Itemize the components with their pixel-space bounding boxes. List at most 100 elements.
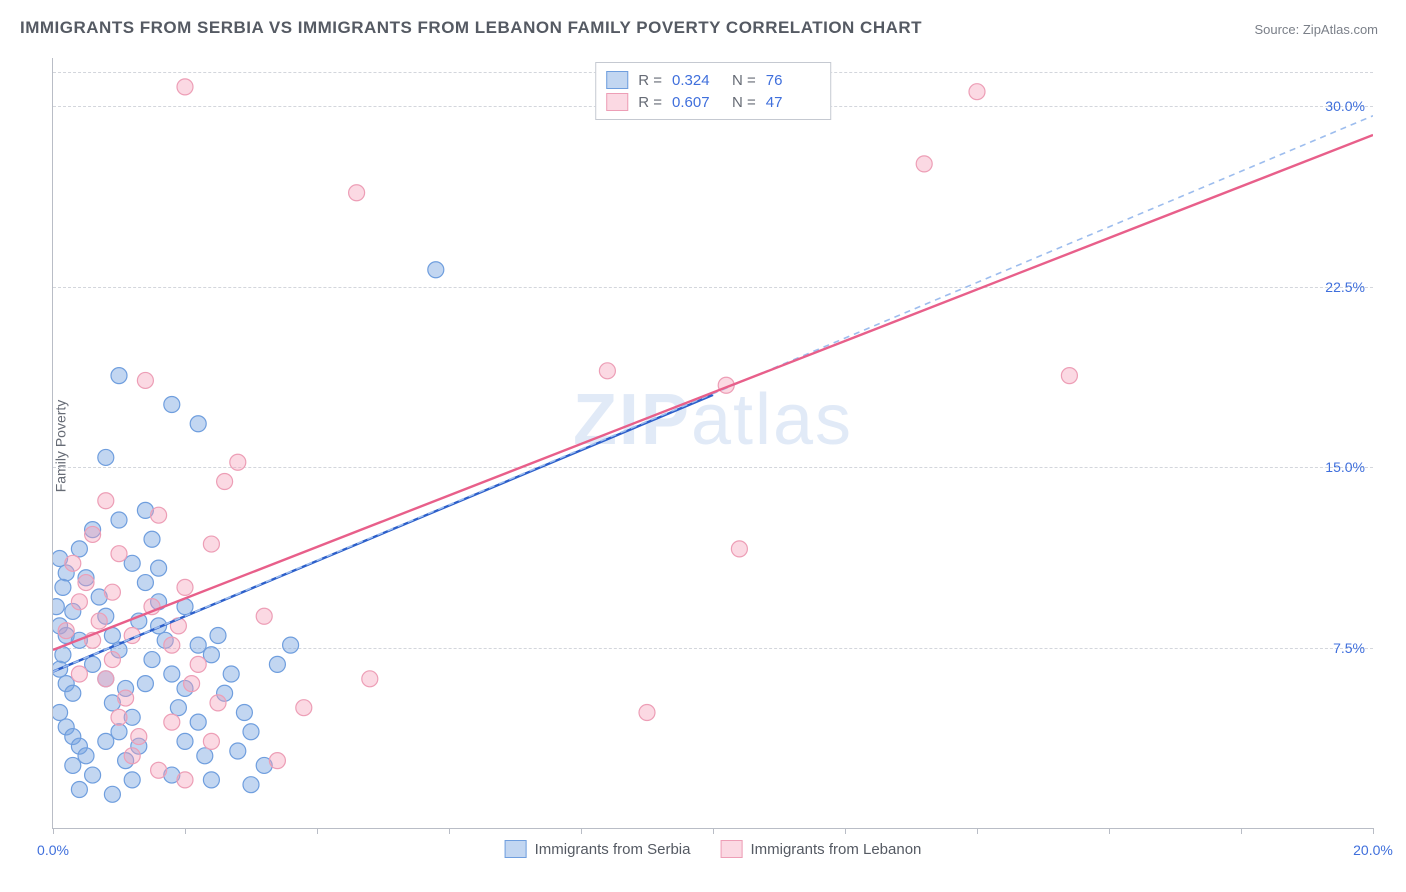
data-point bbox=[98, 733, 114, 749]
swatch-serbia-bottom bbox=[505, 840, 527, 858]
n-label: N = bbox=[732, 94, 756, 111]
data-point bbox=[283, 637, 299, 653]
data-point bbox=[236, 705, 252, 721]
plot-svg bbox=[53, 58, 1373, 828]
data-point bbox=[98, 671, 114, 687]
data-point bbox=[55, 579, 71, 595]
data-point bbox=[203, 647, 219, 663]
swatch-serbia bbox=[606, 71, 628, 89]
data-point bbox=[85, 767, 101, 783]
source-label: Source: ZipAtlas.com bbox=[1254, 22, 1378, 37]
data-point bbox=[98, 493, 114, 509]
chart-plot-area: ZIPatlas R = 0.324 N = 76 R = 0.607 N = … bbox=[52, 58, 1373, 829]
x-tick bbox=[449, 828, 450, 834]
data-point bbox=[104, 786, 120, 802]
data-point bbox=[53, 599, 64, 615]
data-point bbox=[164, 637, 180, 653]
data-point bbox=[124, 772, 140, 788]
correlation-legend: R = 0.324 N = 76 R = 0.607 N = 47 bbox=[595, 62, 831, 120]
data-point bbox=[124, 748, 140, 764]
data-point bbox=[104, 652, 120, 668]
legend-item-serbia: Immigrants from Serbia bbox=[505, 840, 691, 858]
data-point bbox=[137, 676, 153, 692]
r-value-serbia: 0.324 bbox=[672, 72, 722, 89]
swatch-lebanon-bottom bbox=[720, 840, 742, 858]
data-point bbox=[98, 449, 114, 465]
swatch-lebanon bbox=[606, 93, 628, 111]
trend-line-lebanon bbox=[53, 135, 1373, 650]
legend-item-lebanon: Immigrants from Lebanon bbox=[720, 840, 921, 858]
data-point bbox=[177, 733, 193, 749]
n-label: N = bbox=[732, 72, 756, 89]
data-point bbox=[104, 584, 120, 600]
x-tick-label: 20.0% bbox=[1353, 842, 1393, 858]
data-point bbox=[137, 575, 153, 591]
legend-label-lebanon: Immigrants from Lebanon bbox=[750, 841, 921, 858]
data-point bbox=[65, 555, 81, 571]
data-point bbox=[599, 363, 615, 379]
data-point bbox=[151, 560, 167, 576]
x-tick bbox=[1241, 828, 1242, 834]
data-point bbox=[78, 748, 94, 764]
data-point bbox=[177, 772, 193, 788]
data-point bbox=[203, 536, 219, 552]
data-point bbox=[111, 546, 127, 562]
data-point bbox=[71, 782, 87, 798]
data-point bbox=[65, 757, 81, 773]
data-point bbox=[243, 777, 259, 793]
data-point bbox=[137, 372, 153, 388]
data-point bbox=[111, 724, 127, 740]
data-point bbox=[269, 656, 285, 672]
data-point bbox=[131, 729, 147, 745]
data-point bbox=[71, 541, 87, 557]
data-point bbox=[65, 685, 81, 701]
x-tick bbox=[317, 828, 318, 834]
x-tick bbox=[845, 828, 846, 834]
data-point bbox=[362, 671, 378, 687]
data-point bbox=[177, 79, 193, 95]
n-value-serbia: 76 bbox=[766, 72, 816, 89]
data-point bbox=[144, 652, 160, 668]
data-point bbox=[184, 676, 200, 692]
x-tick bbox=[1373, 828, 1374, 834]
data-point bbox=[91, 613, 107, 629]
data-point bbox=[969, 84, 985, 100]
data-point bbox=[190, 656, 206, 672]
x-tick bbox=[1109, 828, 1110, 834]
data-point bbox=[210, 628, 226, 644]
data-point bbox=[203, 772, 219, 788]
data-point bbox=[190, 637, 206, 653]
data-point bbox=[296, 700, 312, 716]
data-point bbox=[731, 541, 747, 557]
data-point bbox=[151, 507, 167, 523]
data-point bbox=[170, 700, 186, 716]
data-point bbox=[190, 416, 206, 432]
data-point bbox=[85, 526, 101, 542]
data-point bbox=[164, 397, 180, 413]
data-point bbox=[639, 705, 655, 721]
data-point bbox=[428, 262, 444, 278]
x-tick-label: 0.0% bbox=[37, 842, 69, 858]
data-point bbox=[230, 743, 246, 759]
x-tick bbox=[581, 828, 582, 834]
data-point bbox=[197, 748, 213, 764]
data-point bbox=[177, 579, 193, 595]
data-point bbox=[269, 753, 285, 769]
data-point bbox=[85, 656, 101, 672]
data-point bbox=[111, 709, 127, 725]
data-point bbox=[349, 185, 365, 201]
data-point bbox=[53, 705, 68, 721]
data-point bbox=[111, 512, 127, 528]
x-tick bbox=[53, 828, 54, 834]
x-tick bbox=[977, 828, 978, 834]
legend-row-serbia: R = 0.324 N = 76 bbox=[606, 69, 816, 91]
data-point bbox=[210, 695, 226, 711]
n-value-lebanon: 47 bbox=[766, 94, 816, 111]
data-point bbox=[190, 714, 206, 730]
x-tick bbox=[713, 828, 714, 834]
data-point bbox=[144, 531, 160, 547]
legend-row-lebanon: R = 0.607 N = 47 bbox=[606, 91, 816, 113]
data-point bbox=[124, 555, 140, 571]
data-point bbox=[58, 623, 74, 639]
data-point bbox=[71, 666, 87, 682]
